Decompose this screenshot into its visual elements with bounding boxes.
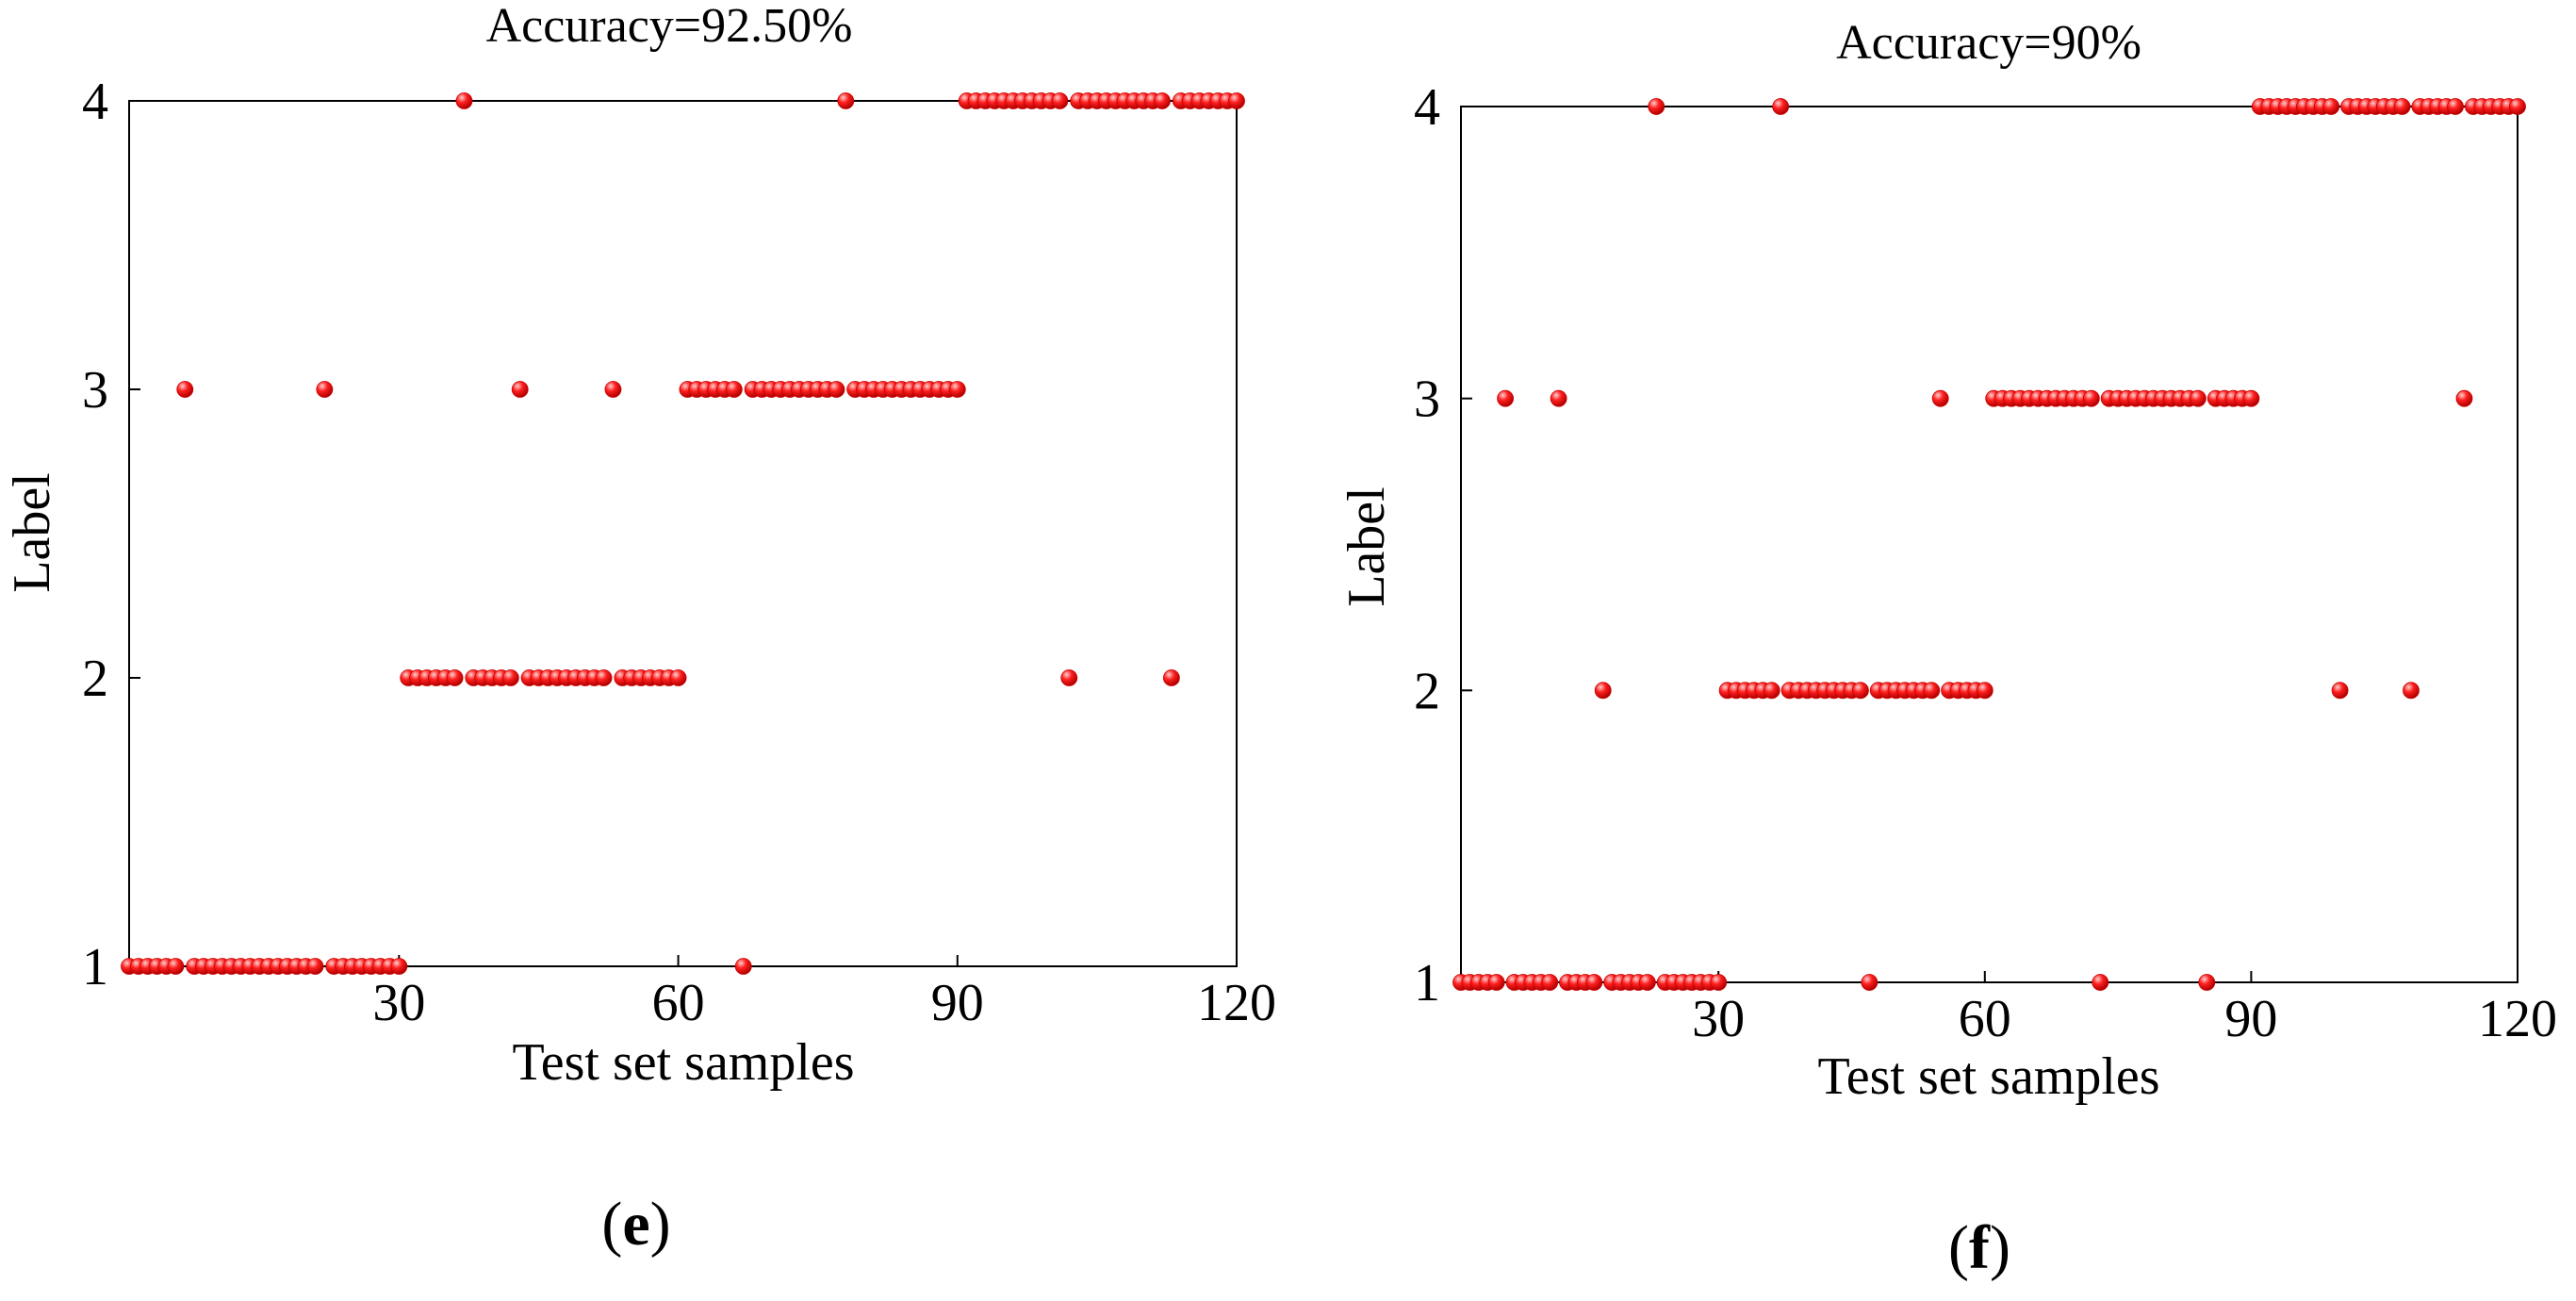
y-tick-label: 3 <box>1414 371 1440 429</box>
data-point <box>2447 98 2464 115</box>
x-tick-label: 30 <box>372 974 425 1032</box>
x-tick-label: 90 <box>2224 990 2277 1048</box>
chart-panel-e: Accuracy=92.50% 30 60 90 120 1 2 3 4 Test set sam… <box>3 0 1276 1259</box>
panel-letter: e <box>622 1190 649 1259</box>
data-point <box>446 669 464 686</box>
y-tick-label: 2 <box>1414 662 1440 720</box>
data-point <box>1487 974 1505 991</box>
data-point <box>2242 389 2260 407</box>
x-tick-label: 60 <box>1959 990 2011 1048</box>
panel-letter: f <box>1969 1213 1991 1282</box>
x-tick-label: 120 <box>2478 990 2557 1048</box>
data-point <box>1497 389 1515 407</box>
data-point <box>734 958 752 975</box>
data-point <box>501 669 519 686</box>
x-tick-label: 120 <box>1197 974 1276 1032</box>
x-axis-label: Test set samples <box>512 1033 854 1092</box>
panel-label: (e) <box>601 1190 670 1259</box>
data-point <box>1060 669 1078 686</box>
data-point <box>948 381 966 398</box>
y-tick-label: 1 <box>82 938 108 996</box>
data-point <box>455 92 473 109</box>
data-point <box>1162 669 1180 686</box>
data-point <box>2509 98 2526 115</box>
y-tick-label: 2 <box>82 650 108 708</box>
y-axis-label: Label <box>1337 486 1396 606</box>
data-point <box>1861 974 1879 991</box>
data-point <box>1931 389 1949 407</box>
panel-label: (f) <box>1948 1213 2010 1282</box>
data-point <box>2082 389 2100 407</box>
data-point <box>2403 682 2420 700</box>
data-point <box>1594 682 1612 700</box>
data-point <box>669 669 687 686</box>
data-point <box>725 381 743 398</box>
data-point <box>306 958 324 975</box>
data-point <box>2322 98 2340 115</box>
data-point <box>1648 98 1665 115</box>
data-point <box>2092 974 2109 991</box>
data-point <box>1763 682 1780 700</box>
data-point <box>828 381 845 398</box>
x-tick-label: 60 <box>652 974 705 1032</box>
x-tick-label: 30 <box>1692 990 1745 1048</box>
x-tick-label: 90 <box>931 974 984 1032</box>
data-point <box>2455 389 2473 407</box>
data-point <box>1852 682 1869 700</box>
chart-title: Accuracy=92.50% <box>486 0 853 53</box>
chart-title: Accuracy=90% <box>1836 16 2141 70</box>
data-point <box>176 381 194 398</box>
data-point <box>390 958 408 975</box>
data-point <box>1710 974 1728 991</box>
data-point <box>1051 92 1069 109</box>
chart-panel-f: Accuracy=90% 30 60 90 120 1 2 3 4 Test set sample… <box>1337 16 2557 1282</box>
data-point <box>1541 974 1559 991</box>
data-point <box>167 958 185 975</box>
data-point <box>1638 974 1656 991</box>
data-point <box>2393 98 2411 115</box>
data-point <box>837 92 855 109</box>
y-axis-label: Label <box>3 472 61 592</box>
data-point <box>2189 389 2207 407</box>
data-point <box>604 381 622 398</box>
data-point <box>1550 389 1567 407</box>
data-point <box>1976 682 1994 700</box>
data-point <box>511 381 529 398</box>
data-point <box>1585 974 1603 991</box>
data-point <box>1154 92 1171 109</box>
plot-frame <box>1460 106 2519 983</box>
plot-frame <box>128 100 1238 967</box>
data-point <box>2198 974 2216 991</box>
data-point <box>595 669 613 686</box>
x-axis-label: Test set samples <box>1817 1047 2159 1106</box>
data-point <box>1228 92 1245 109</box>
data-point <box>2331 682 2349 700</box>
y-tick-label: 3 <box>82 361 108 420</box>
data-point <box>1923 682 1941 700</box>
data-point <box>1772 98 1790 115</box>
data-point <box>316 381 334 398</box>
y-tick-label: 4 <box>1414 78 1440 137</box>
y-tick-label: 1 <box>1414 954 1440 1013</box>
y-tick-label: 4 <box>82 73 108 131</box>
